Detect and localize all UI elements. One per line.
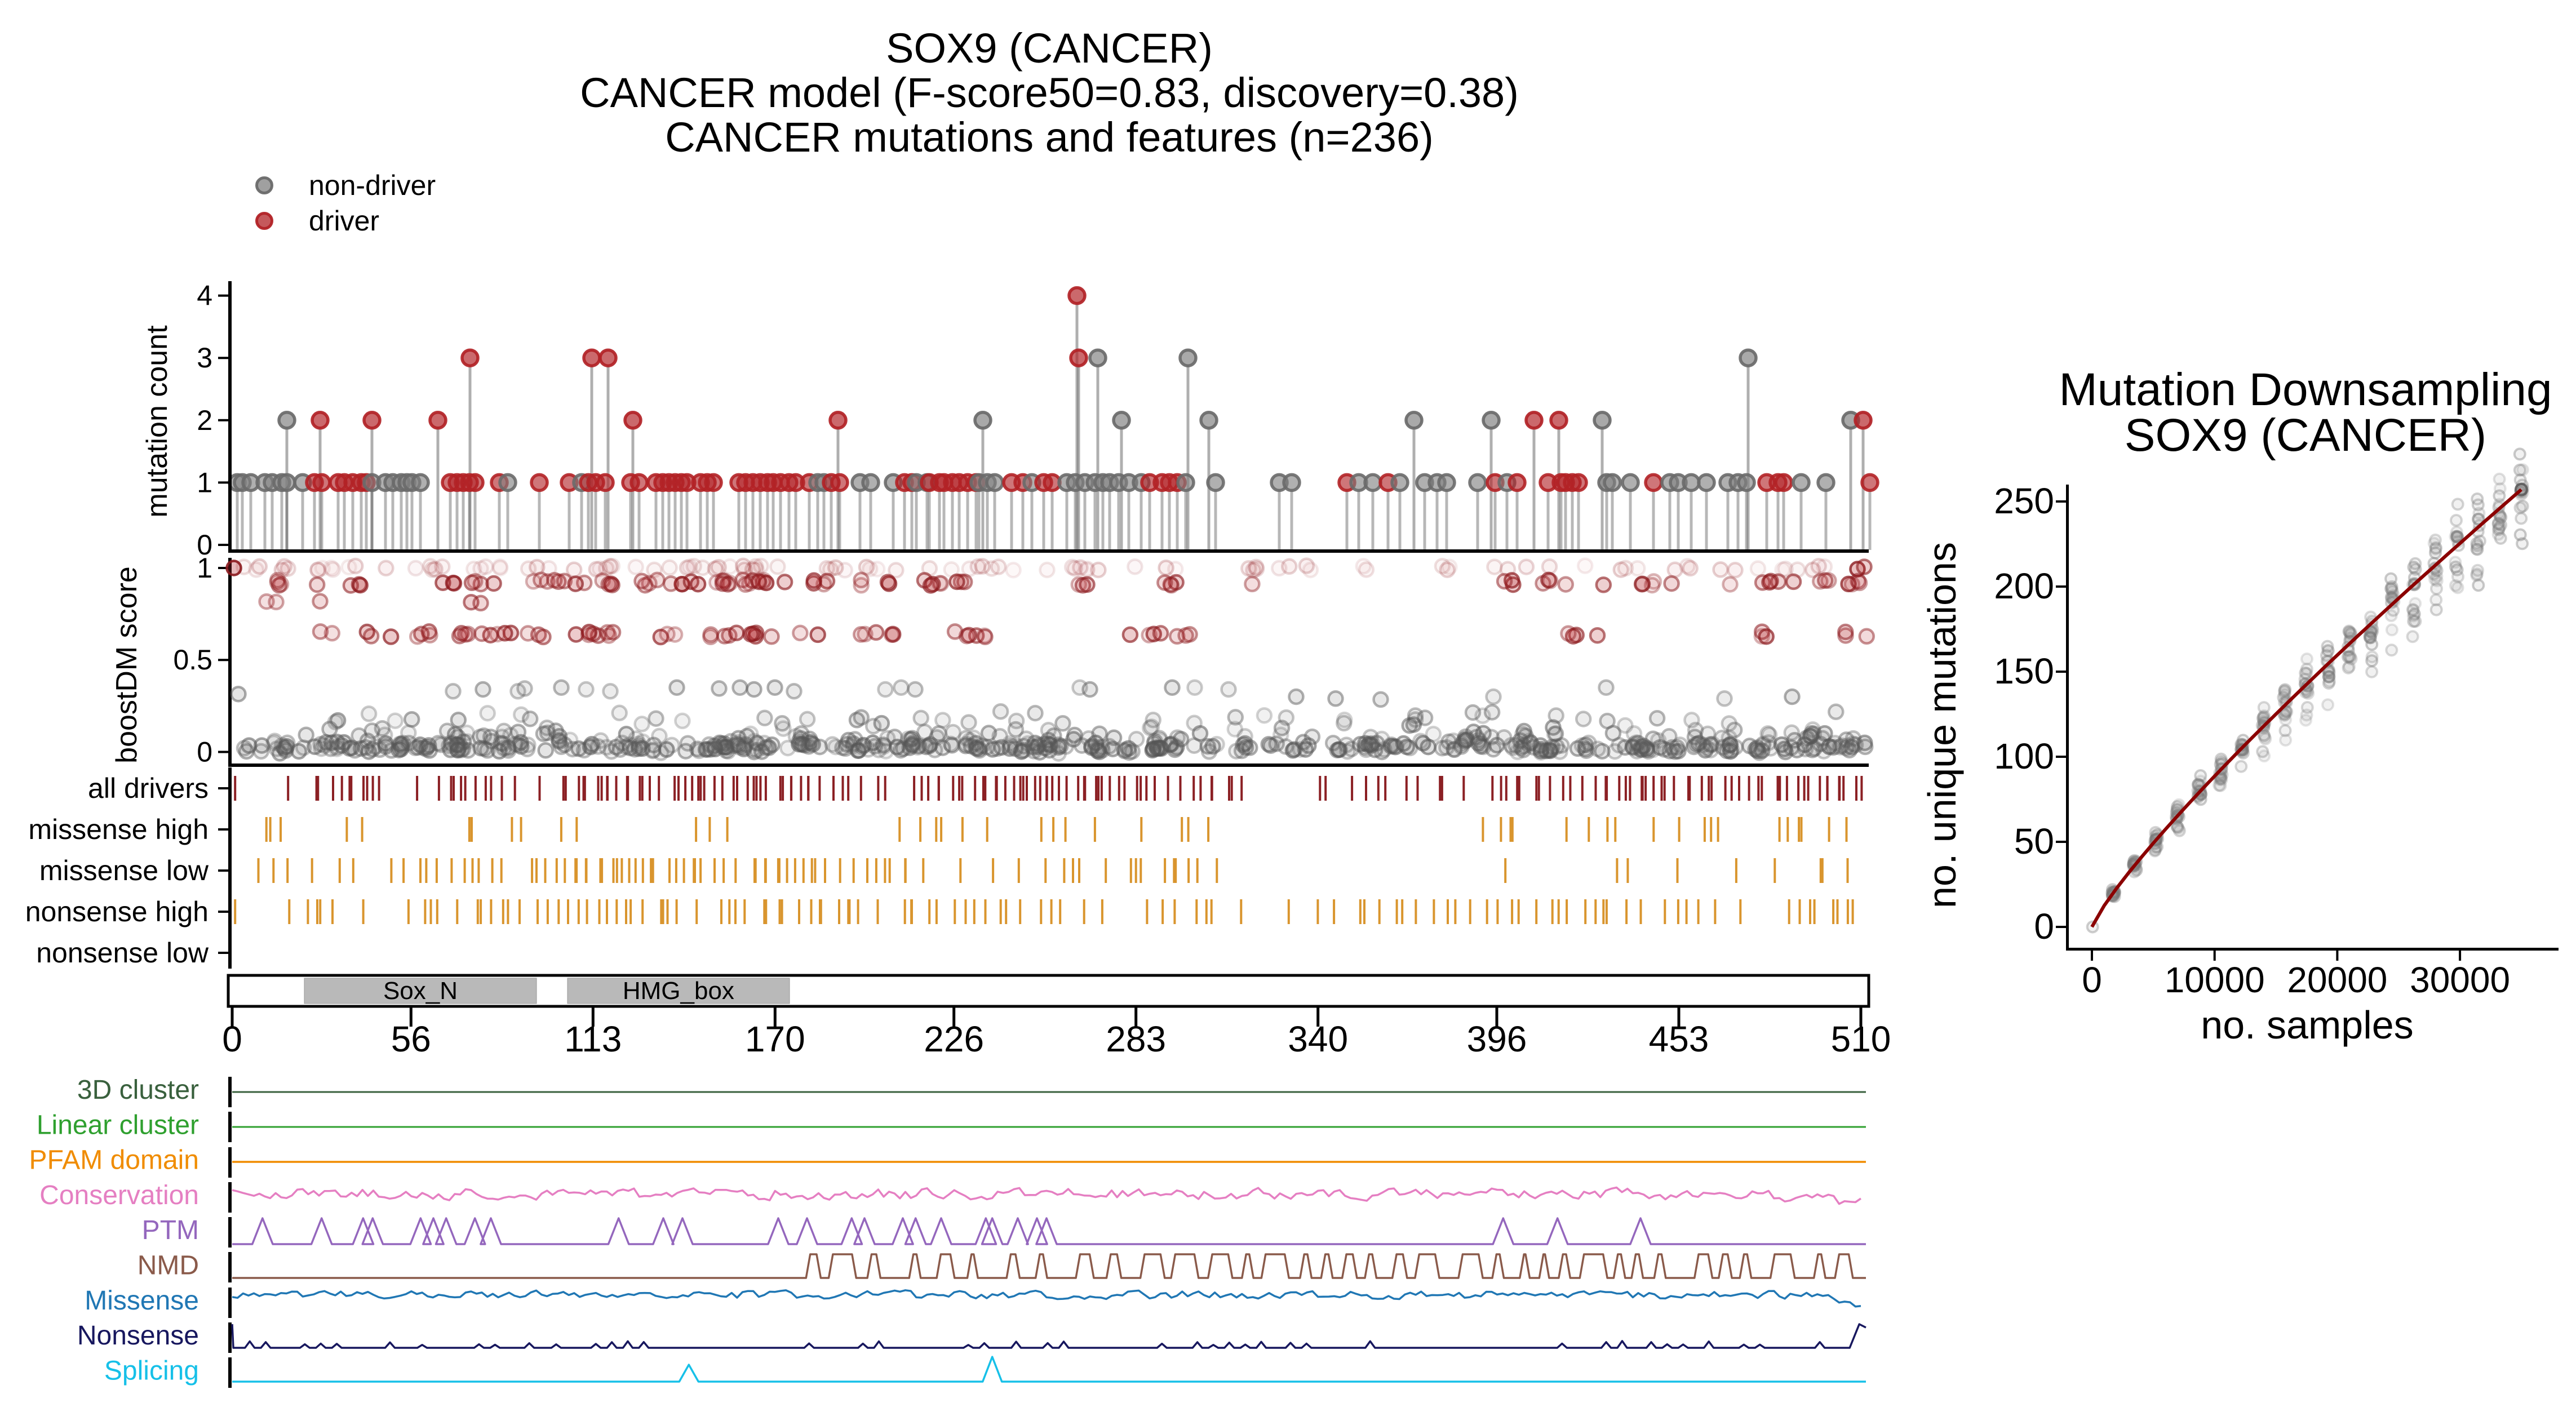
svg-text:0.5: 0.5 [173, 644, 212, 676]
svg-text:10000: 10000 [2165, 960, 2265, 1000]
svg-text:113: 113 [564, 1019, 622, 1059]
svg-text:0: 0 [2034, 906, 2054, 947]
svg-text:30000: 30000 [2410, 960, 2510, 1000]
svg-text:340: 340 [1288, 1019, 1348, 1059]
svg-text:no. unique mutations: no. unique mutations [1920, 542, 1964, 908]
svg-text:PTM: PTM [142, 1215, 199, 1245]
svg-text:non-driver: non-driver [309, 170, 436, 201]
svg-text:Splicing: Splicing [104, 1356, 199, 1386]
svg-text:1: 1 [197, 467, 212, 498]
svg-text:boostDM score: boostDM score [110, 566, 143, 764]
svg-text:Mutation Downsampling: Mutation Downsampling [2059, 364, 2552, 415]
svg-text:56: 56 [391, 1019, 431, 1059]
svg-text:0: 0 [197, 529, 212, 561]
svg-text:Missense: Missense [85, 1286, 199, 1316]
svg-text:226: 226 [924, 1019, 984, 1059]
svg-text:missense high: missense high [28, 814, 209, 845]
svg-text:1: 1 [197, 552, 212, 584]
svg-text:HMG_box: HMG_box [623, 977, 734, 1005]
svg-text:driver: driver [309, 205, 379, 237]
svg-text:2: 2 [197, 405, 212, 436]
svg-text:Nonsense: Nonsense [77, 1321, 199, 1351]
svg-text:4: 4 [197, 280, 212, 312]
svg-text:250: 250 [1994, 481, 2054, 521]
svg-text:200: 200 [1994, 566, 2054, 606]
svg-text:SOX9 (CANCER): SOX9 (CANCER) [886, 25, 1213, 72]
svg-text:3: 3 [197, 342, 212, 374]
svg-text:0: 0 [2082, 960, 2102, 1000]
svg-text:no. samples: no. samples [2201, 1003, 2413, 1047]
svg-text:SOX9 (CANCER): SOX9 (CANCER) [2125, 410, 2486, 461]
svg-text:CANCER mutations and features: CANCER mutations and features (n=236) [665, 114, 1434, 161]
svg-text:453: 453 [1649, 1019, 1709, 1059]
svg-text:all drivers: all drivers [88, 773, 209, 804]
svg-text:CANCER model (F-score50=0.83,: CANCER model (F-score50=0.83, discovery=… [580, 69, 1519, 116]
svg-text:nonsense high: nonsense high [25, 896, 209, 927]
svg-text:50: 50 [2014, 821, 2054, 862]
svg-text:Conservation: Conservation [39, 1180, 199, 1210]
svg-text:0: 0 [222, 1019, 242, 1059]
svg-text:150: 150 [1994, 651, 2054, 691]
svg-text:missense low: missense low [39, 855, 209, 886]
svg-text:3D cluster: 3D cluster [77, 1075, 199, 1105]
svg-text:PFAM domain: PFAM domain [29, 1146, 199, 1175]
svg-text:Sox_N: Sox_N [383, 977, 458, 1005]
svg-text:NMD: NMD [138, 1251, 199, 1281]
svg-text:100: 100 [1994, 736, 2054, 776]
svg-text:0: 0 [197, 736, 212, 768]
svg-text:nonsense low: nonsense low [36, 937, 209, 969]
svg-text:Linear cluster: Linear cluster [37, 1110, 199, 1140]
svg-text:283: 283 [1106, 1019, 1166, 1059]
svg-text:396: 396 [1467, 1019, 1527, 1059]
svg-text:mutation count: mutation count [141, 325, 174, 518]
svg-text:20000: 20000 [2287, 960, 2387, 1000]
svg-text:510: 510 [1831, 1019, 1891, 1059]
svg-text:170: 170 [745, 1019, 805, 1059]
